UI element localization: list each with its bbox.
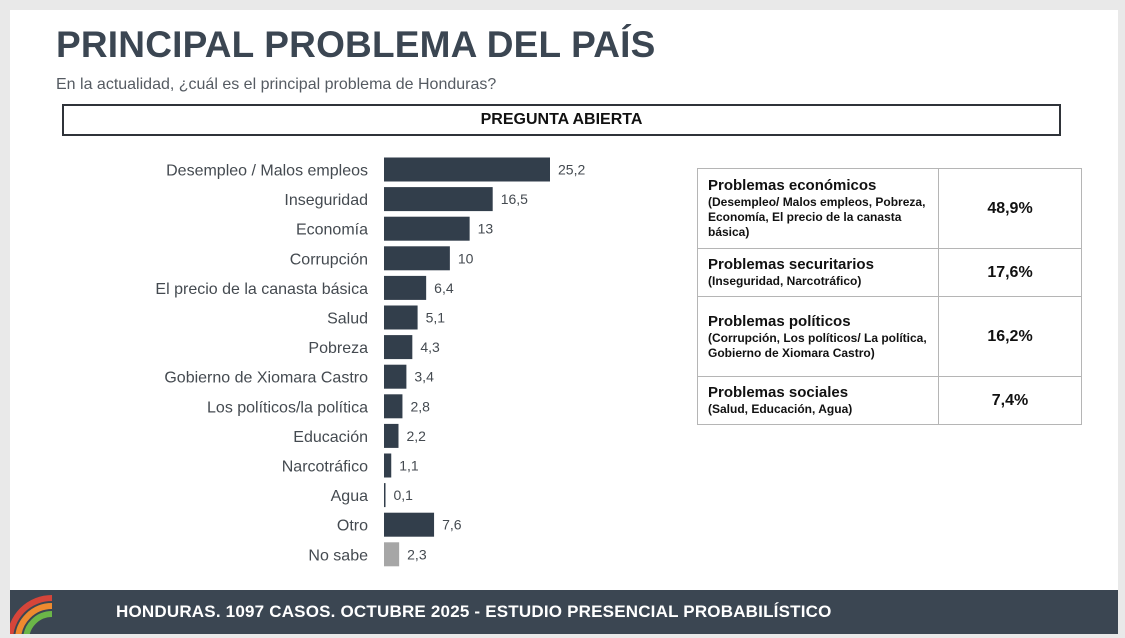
bar xyxy=(384,305,418,330)
bar-chart: Desempleo / Malos empleos 25,2 Inseguridad… xyxy=(155,157,585,567)
group-name: Problemas económicos xyxy=(708,177,877,194)
bar xyxy=(384,483,386,508)
bar xyxy=(384,275,427,300)
group-detail: (Desempleo/ Malos empleos, Pobreza, Econ… xyxy=(708,195,926,239)
bar xyxy=(384,394,403,419)
category-label: Agua xyxy=(331,488,368,505)
category-label: El precio de la canasta básica xyxy=(155,281,368,298)
logo-arc-green xyxy=(23,611,53,634)
bar xyxy=(384,187,493,212)
summary-group-cell: Problemas económicos (Desempleo/ Malos e… xyxy=(697,168,939,249)
bar-value-label: 3,4 xyxy=(414,369,434,385)
category-label: Narcotráfico xyxy=(282,459,368,476)
logo-arc-orange xyxy=(15,603,53,634)
bar-value-label: 16,5 xyxy=(501,191,528,207)
category-label: Corrupción xyxy=(290,251,368,268)
group-percentage: 7,4% xyxy=(938,376,1082,425)
summary-row: Problemas sociales (Salud, Educación, Ag… xyxy=(697,376,1082,425)
bar-value-label: 2,8 xyxy=(410,398,430,414)
bar-value-label: 0,1 xyxy=(394,487,414,503)
group-detail: (Corrupción, Los políticos/ La política,… xyxy=(708,330,927,360)
category-label: Educación xyxy=(293,429,368,446)
group-percentage: 16,2% xyxy=(938,296,1082,377)
category-label: Gobierno de Xiomara Castro xyxy=(164,370,368,387)
category-label: Inseguridad xyxy=(284,192,368,209)
category-label: No sabe xyxy=(308,547,368,564)
bar-value-label: 2,2 xyxy=(406,428,426,444)
group-detail: (Inseguridad, Narcotráfico) xyxy=(708,274,862,288)
page-subtitle: En la actualidad, ¿cuál es el principal … xyxy=(56,76,497,93)
summary-group-cell: Problemas securitarios (Inseguridad, Nar… xyxy=(697,248,939,297)
bar xyxy=(384,542,400,567)
bar-value-label: 5,1 xyxy=(426,310,446,326)
bar-value-label: 10 xyxy=(458,250,474,266)
bar xyxy=(384,453,392,478)
category-label: Otro xyxy=(337,518,368,535)
group-name: Problemas políticos xyxy=(708,312,851,330)
summary-table: Problemas económicos (Desempleo/ Malos e… xyxy=(697,168,1082,425)
question-type-label: PREGUNTA ABIERTA xyxy=(480,111,643,128)
brand-logo xyxy=(10,595,53,634)
group-name: Problemas sociales xyxy=(708,384,849,401)
bar xyxy=(384,512,435,537)
category-label: Economía xyxy=(296,222,368,239)
bar-value-label: 2,3 xyxy=(407,546,427,562)
category-label: Pobreza xyxy=(308,340,368,357)
summary-row: Problemas securitarios (Inseguridad, Nar… xyxy=(697,248,1082,297)
bar xyxy=(384,423,399,448)
bar xyxy=(384,216,470,241)
summary-group-cell: Problemas políticos (Corrupción, Los pol… xyxy=(697,296,939,377)
summary-row: Problemas políticos (Corrupción, Los pol… xyxy=(697,296,1082,377)
summary-group-cell: Problemas sociales (Salud, Educación, Ag… xyxy=(697,376,939,425)
question-type-box: PREGUNTA ABIERTA xyxy=(62,104,1061,136)
bar xyxy=(384,364,407,389)
summary-row: Problemas económicos (Desempleo/ Malos e… xyxy=(697,168,1082,249)
bar-value-label: 4,3 xyxy=(420,339,440,355)
group-name: Problemas securitarios xyxy=(708,256,874,273)
category-label: Salud xyxy=(327,311,368,328)
bar xyxy=(384,335,413,360)
page-title: PRINCIPAL PROBLEMA DEL PAÍS xyxy=(56,24,656,65)
category-label: Los políticos/la política xyxy=(207,399,368,416)
group-detail: (Salud, Educación, Agua) xyxy=(708,402,853,416)
group-percentage: 48,9% xyxy=(938,168,1082,249)
logo-arc-red xyxy=(10,595,53,634)
bar-value-label: 13 xyxy=(478,221,494,237)
footer-text: HONDURAS. 1097 CASOS. OCTUBRE 2025 - EST… xyxy=(116,602,832,621)
category-label: Desempleo / Malos empleos xyxy=(166,163,368,180)
bar xyxy=(384,246,450,271)
bar-value-label: 1,1 xyxy=(399,458,419,474)
slide: PRINCIPAL PROBLEMA DEL PAÍS En la actual… xyxy=(10,10,1118,634)
bar-value-label: 6,4 xyxy=(434,280,454,296)
bar-value-label: 25,2 xyxy=(558,162,585,178)
bar-value-label: 7,6 xyxy=(442,517,462,533)
group-percentage: 17,6% xyxy=(938,248,1082,297)
footer-bar: HONDURAS. 1097 CASOS. OCTUBRE 2025 - EST… xyxy=(10,590,1118,634)
bar xyxy=(384,157,550,182)
